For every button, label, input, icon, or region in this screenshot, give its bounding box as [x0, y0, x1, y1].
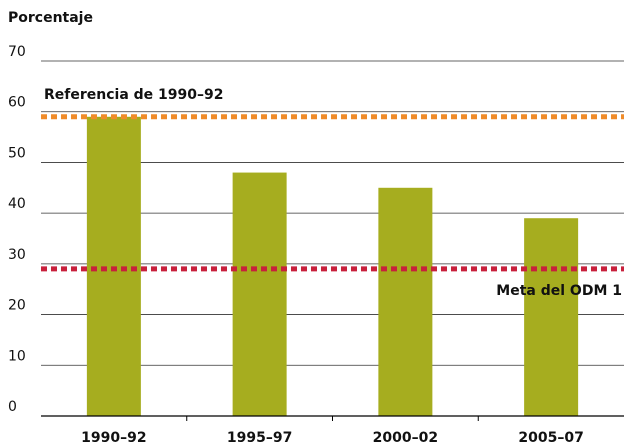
y-tick-label: 50: [8, 145, 26, 161]
reference-label: Referencia de 1990–92: [44, 87, 223, 103]
y-tick-label: 40: [8, 196, 26, 212]
y-tick-label: 60: [8, 95, 26, 111]
y-axis-label: Porcentaje: [8, 10, 93, 26]
y-tick-label: 70: [8, 44, 26, 60]
y-tick-label: 30: [8, 247, 26, 263]
x-tick-label: 2005–07: [518, 430, 583, 446]
bar: [524, 218, 579, 416]
x-tick-label: 1995–97: [227, 430, 292, 446]
reference-label: Meta del ODM 1: [496, 283, 622, 299]
bar: [232, 172, 287, 416]
y-tick-label: 0: [8, 399, 17, 415]
bar: [378, 187, 433, 416]
x-tick-label: 2000–02: [373, 430, 438, 446]
x-tick-label: 1990–92: [81, 430, 146, 446]
y-tick-label: 20: [8, 298, 26, 314]
y-tick-label: 10: [8, 348, 26, 364]
bar: [86, 116, 141, 417]
